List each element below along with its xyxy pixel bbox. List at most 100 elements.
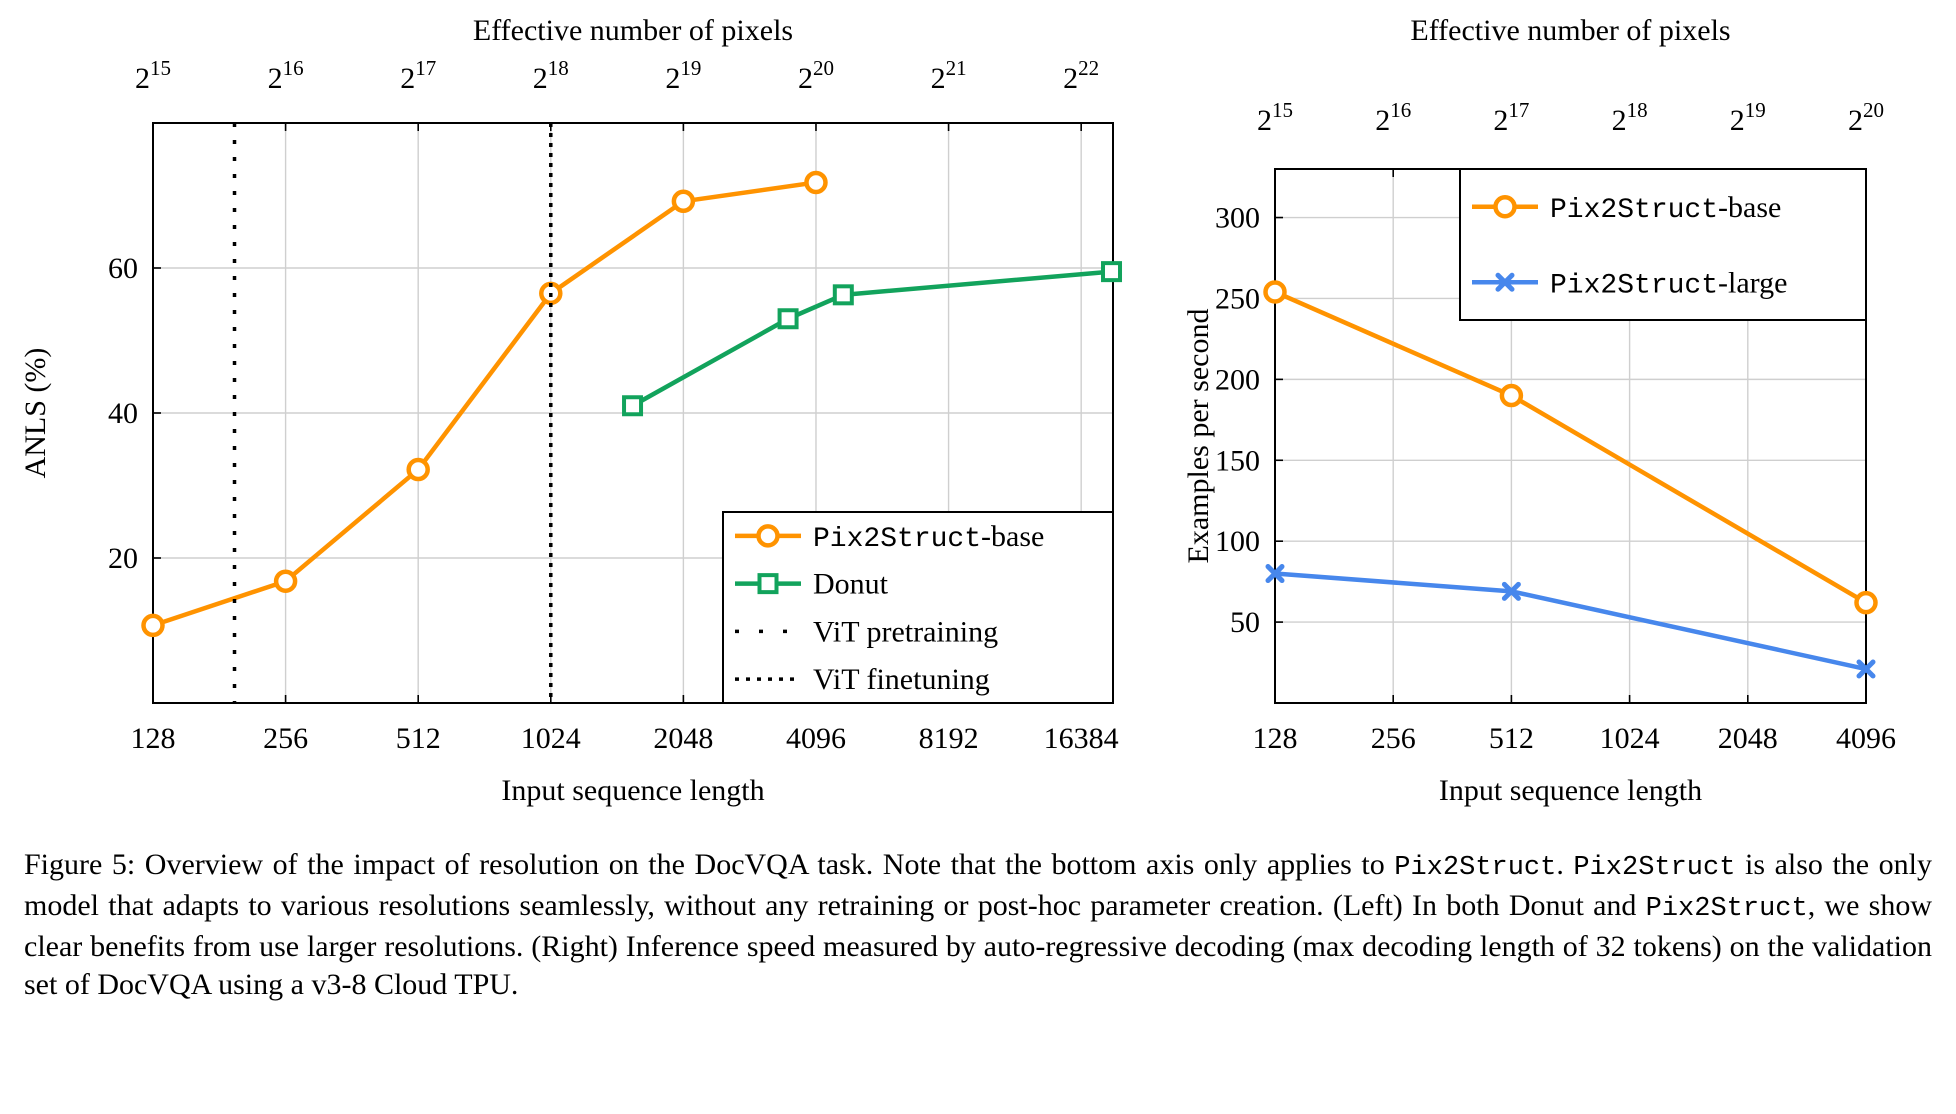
x-axis-tick-label: 128: [131, 722, 176, 755]
caption-segment: is also the only model that adapts to va…: [24, 848, 1933, 922]
top-axis-tick-label: 220: [1848, 98, 1884, 137]
legend-entry-label: Pix2Struct-base: [1550, 191, 1781, 226]
top-axis-tick-label: 222: [1063, 56, 1099, 95]
square-marker: [832, 284, 854, 306]
series-line-donut: [630, 269, 1114, 408]
legend-entry-label: Pix2Struct-base: [813, 520, 1044, 555]
left-chart-svg: 128 256 512 1024 2048 4096 8192 16384 215 216 217 2…: [19, 14, 1123, 807]
legend-entry-vit-pretraining: ViT pretraining: [735, 615, 998, 648]
left-chart-anls-vs-sequence-length: 128 256 512 1024 2048 4096 8192 16384 215 216 217 2…: [0, 0, 1140, 810]
legend-entry-label: Donut: [813, 568, 889, 601]
axis-labels: 128 256 512 1024 2048 4096 215 216 217 218 219 220 5…: [1182, 14, 1896, 807]
circle-marker: [1263, 280, 1287, 304]
legend-entry-label: ViT pretraining: [813, 615, 998, 648]
caption-segment: .: [1556, 848, 1574, 881]
y-axis-tick-label: 100: [1215, 525, 1260, 558]
square-marker: [1101, 261, 1123, 283]
y-axis-tick-label: 250: [1215, 282, 1260, 315]
series-line-pix2struct-large: [1272, 571, 1869, 672]
right-chart-speed-vs-sequence-length: 128 256 512 1024 2048 4096 215 216 217 218 219 220 5…: [1180, 0, 1956, 810]
top-axis-tick-label: 215: [135, 56, 171, 95]
legend-entry-label: ViT finetuning: [813, 663, 990, 696]
x-axis-tick-label: 256: [263, 722, 308, 755]
x-axis-tick-label: 512: [1489, 722, 1534, 755]
legend-entry-vit-finetuning: ViT finetuning: [735, 663, 990, 696]
right-chart-svg: 128 256 512 1024 2048 4096 215 216 217 218 219 220 5…: [1182, 14, 1896, 807]
x-axis-tick-label: 256: [1371, 722, 1416, 755]
y-axis-tick-label: 40: [108, 397, 138, 430]
x-axis-tick-label: 1024: [1600, 722, 1660, 755]
caption-segment-mono: Pix2Struct: [1394, 853, 1557, 883]
top-axis-tick-label: 221: [931, 56, 967, 95]
x-axis-tick-label: 8192: [919, 722, 979, 755]
legend-box: [1459, 168, 1867, 321]
circle-marker: [1499, 383, 1524, 408]
y-axis-tick-label: 50: [1230, 606, 1260, 639]
y-axis-tick-label: 20: [108, 542, 138, 575]
x-marker: [1856, 659, 1876, 679]
series-line-pix2struct-base: [150, 180, 819, 628]
top-axis-tick-label: 215: [1257, 98, 1293, 137]
top-axis-tick-label: 219: [665, 56, 701, 95]
y-axis-tick-label: 200: [1215, 363, 1260, 396]
top-axis-tick-label: 217: [400, 56, 436, 95]
x-marker: [1495, 272, 1515, 292]
caption-segment: , we show clear benefits from use larger…: [24, 889, 1933, 1001]
circle-marker: [1854, 590, 1878, 615]
x-axis-tick-label: 16384: [1044, 722, 1119, 755]
x-axis-tick-label: 1024: [521, 722, 581, 755]
y-axis-title: Examples per second: [1182, 309, 1215, 564]
top-axis-tick-label: 219: [1730, 98, 1766, 137]
x-axis-tick-label: 2048: [653, 722, 713, 755]
circle-marker: [406, 457, 430, 482]
y-axis-tick-label: 300: [1215, 202, 1260, 235]
series-pix2struct-base: [141, 170, 828, 638]
top-axis-tick-label: 218: [533, 56, 569, 95]
legend-entry-label: Pix2Struct-large: [1550, 266, 1787, 301]
circle-marker: [273, 569, 298, 593]
series-pix2struct-large: [1265, 564, 1876, 679]
x-axis-title: Input sequence length: [1439, 774, 1702, 807]
circle-marker: [756, 524, 780, 548]
caption-segment-mono: Pix2Struct: [1645, 894, 1808, 924]
top-axis-title: Effective number of pixels: [1410, 14, 1730, 47]
legend: Pix2Struct-base Donut ViT pretraining ViT f…: [722, 511, 1114, 704]
x-axis-tick-label: 128: [1253, 722, 1298, 755]
square-marker: [757, 573, 779, 595]
x-axis-tick-label: 4096: [786, 722, 846, 755]
top-axis-tick-label: 218: [1612, 98, 1648, 137]
legend-entry-donut: Donut: [735, 568, 889, 601]
top-axis-tick-label: 216: [1375, 98, 1411, 137]
legend-box: [722, 511, 1114, 704]
series-donut: [622, 261, 1123, 417]
legend-entry-pix2struct-large: Pix2Struct-large: [1472, 266, 1787, 301]
x-axis-title: Input sequence length: [501, 774, 764, 807]
circle-marker: [671, 189, 696, 214]
axis-labels: 128 256 512 1024 2048 4096 8192 16384 215 216 217 2…: [19, 14, 1119, 807]
y-axis-tick-label: 150: [1215, 444, 1260, 477]
square-marker: [622, 395, 644, 417]
legend: Pix2Struct-base Pix2Struct-large: [1459, 168, 1867, 321]
y-axis-title: ANLS (%): [19, 348, 52, 479]
series-pix2struct-base: [1263, 280, 1878, 615]
x-marker: [1265, 564, 1285, 584]
circle-marker: [804, 170, 828, 195]
top-axis-title: Effective number of pixels: [473, 14, 793, 47]
caption-segment: Figure 5: Overview of the impact of reso…: [24, 848, 1395, 881]
top-axis-tick-label: 216: [268, 56, 304, 95]
top-axis-tick-label: 220: [798, 56, 834, 95]
square-marker: [777, 308, 799, 330]
x-axis-tick-label: 4096: [1836, 722, 1896, 755]
series-line-pix2struct-base: [1272, 289, 1869, 605]
figure-caption: Figure 5: Overview of the impact of reso…: [24, 846, 1932, 1004]
legend-entry-pix2struct-base: Pix2Struct-base: [735, 520, 1044, 555]
circle-marker: [1493, 195, 1517, 219]
y-axis-tick-label: 60: [108, 252, 138, 285]
x-axis-tick-label: 2048: [1718, 722, 1778, 755]
top-axis-tick-label: 217: [1493, 98, 1529, 137]
x-axis-tick-label: 512: [396, 722, 441, 755]
x-marker: [1501, 581, 1521, 601]
legend-entry-pix2struct-base: Pix2Struct-base: [1472, 191, 1781, 226]
caption-segment-mono: Pix2Struct: [1573, 853, 1736, 883]
